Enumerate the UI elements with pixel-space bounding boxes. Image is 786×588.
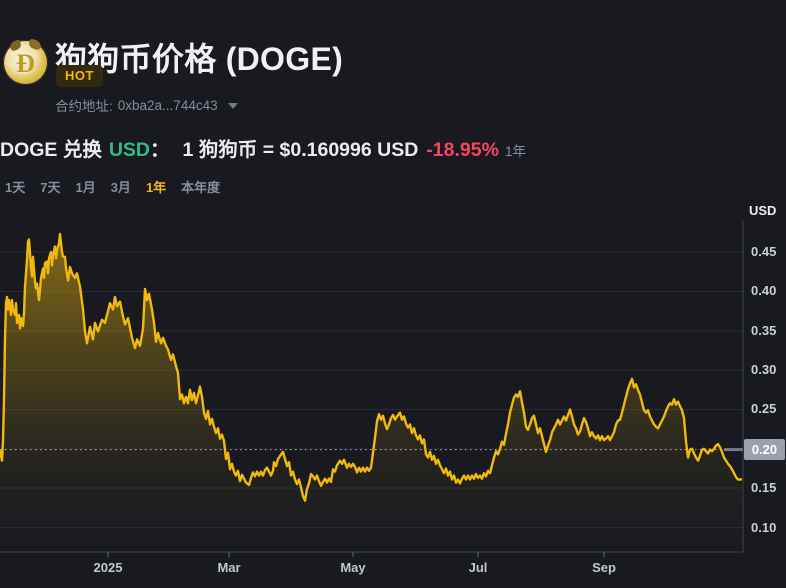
range-tab-4[interactable]: 1年: [145, 180, 167, 195]
hot-badge: HOT: [56, 65, 103, 87]
change-period-label: 1年: [504, 144, 526, 159]
range-tab-2[interactable]: 1月: [75, 180, 96, 195]
range-tab-3[interactable]: 3月: [110, 180, 131, 195]
quote-currency-label: USD: [108, 139, 151, 161]
y-tick-label: 0.45: [751, 244, 777, 260]
x-tick-label: Jul: [468, 560, 488, 575]
y-tick-label: 0.35: [751, 322, 777, 338]
price-equation: 1 狗狗币 = $0.160996 USD: [182, 139, 419, 161]
y-tick-label: 0.40: [751, 283, 777, 299]
range-tab-0[interactable]: 1天: [5, 180, 26, 195]
pair-label: DOGE 兑换: [0, 139, 102, 161]
price-summary: DOGE 兑换 USD ： 1 狗狗币 = $0.160996 USD -18.…: [0, 133, 526, 162]
colon-separator: ：: [150, 139, 170, 161]
x-tick-label: Sep: [592, 560, 616, 575]
x-tick-label: May: [340, 560, 366, 575]
y-tick-label: 0.25: [751, 401, 777, 417]
chevron-down-icon[interactable]: [227, 103, 238, 109]
price-change-percent: -18.95%: [426, 139, 499, 161]
contract-address-label: 合约地址:: [55, 99, 113, 114]
doge-coin-letter: Đ: [16, 48, 35, 78]
reference-price-badge: 0.20: [744, 439, 785, 460]
range-tabs: 1天 7天 1月 3月 1年 本年度: [5, 177, 220, 196]
y-tick-label: 0.30: [751, 362, 777, 378]
range-tab-1[interactable]: 7天: [40, 180, 61, 195]
y-tick-label: 0.10: [751, 519, 777, 535]
y-tick-label: 0.15: [751, 480, 777, 496]
doge-logo-icon: Đ: [3, 40, 48, 85]
x-tick-label: Mar: [217, 560, 241, 575]
contract-address-value: 0xba2a...744c43: [117, 97, 218, 113]
contract-address-row[interactable]: 合约地址: 0xba2a...744c43: [55, 95, 238, 115]
x-tick-label: 2025: [93, 560, 123, 575]
y-axis-unit-label: USD: [749, 203, 777, 218]
range-tab-5[interactable]: 本年度: [181, 180, 221, 195]
page-title: 狗狗币价格 (DOGE): [55, 41, 344, 78]
